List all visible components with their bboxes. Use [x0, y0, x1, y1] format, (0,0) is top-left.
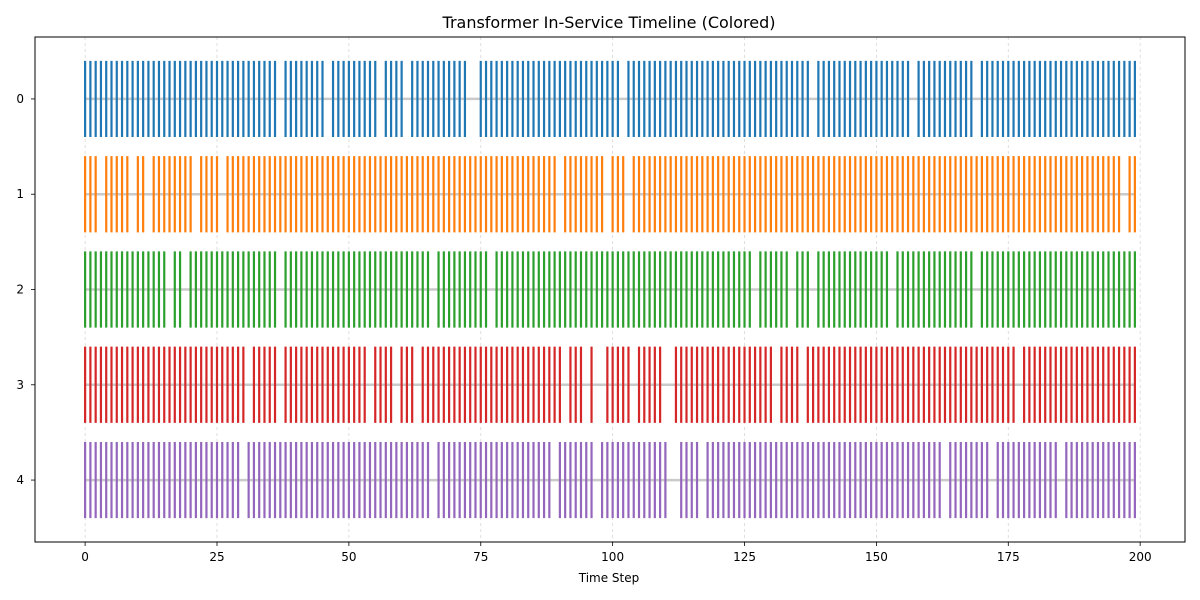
event-marks [84, 60, 1136, 519]
y-tick-label: 1 [16, 187, 24, 201]
x-tick-label: 125 [733, 550, 756, 564]
row-3-events [84, 346, 1136, 423]
y-axis-ticks: 0 1 2 3 4 [16, 92, 35, 487]
x-tick-label: 25 [209, 550, 224, 564]
row-0-events [84, 60, 1136, 138]
y-tick-label: 4 [16, 473, 24, 487]
x-tick-label: 100 [601, 550, 624, 564]
y-tick-label: 0 [16, 92, 24, 106]
row-4-events [84, 441, 1136, 519]
chart-title: Transformer In-Service Timeline (Colored… [442, 13, 776, 32]
row-2-events [84, 251, 1136, 328]
x-axis-label: Time Step [578, 571, 640, 585]
x-tick-label: 50 [341, 550, 356, 564]
x-tick-label: 200 [1129, 550, 1152, 564]
x-axis-ticks: 0 25 50 75 100 125 150 175 200 [81, 542, 1152, 564]
y-tick-label: 2 [16, 283, 24, 297]
y-tick-label: 3 [16, 378, 24, 392]
row-1-events [84, 156, 1136, 233]
x-tick-label: 0 [81, 550, 89, 564]
x-tick-label: 75 [473, 550, 488, 564]
x-tick-label: 150 [865, 550, 888, 564]
x-tick-label: 175 [997, 550, 1020, 564]
